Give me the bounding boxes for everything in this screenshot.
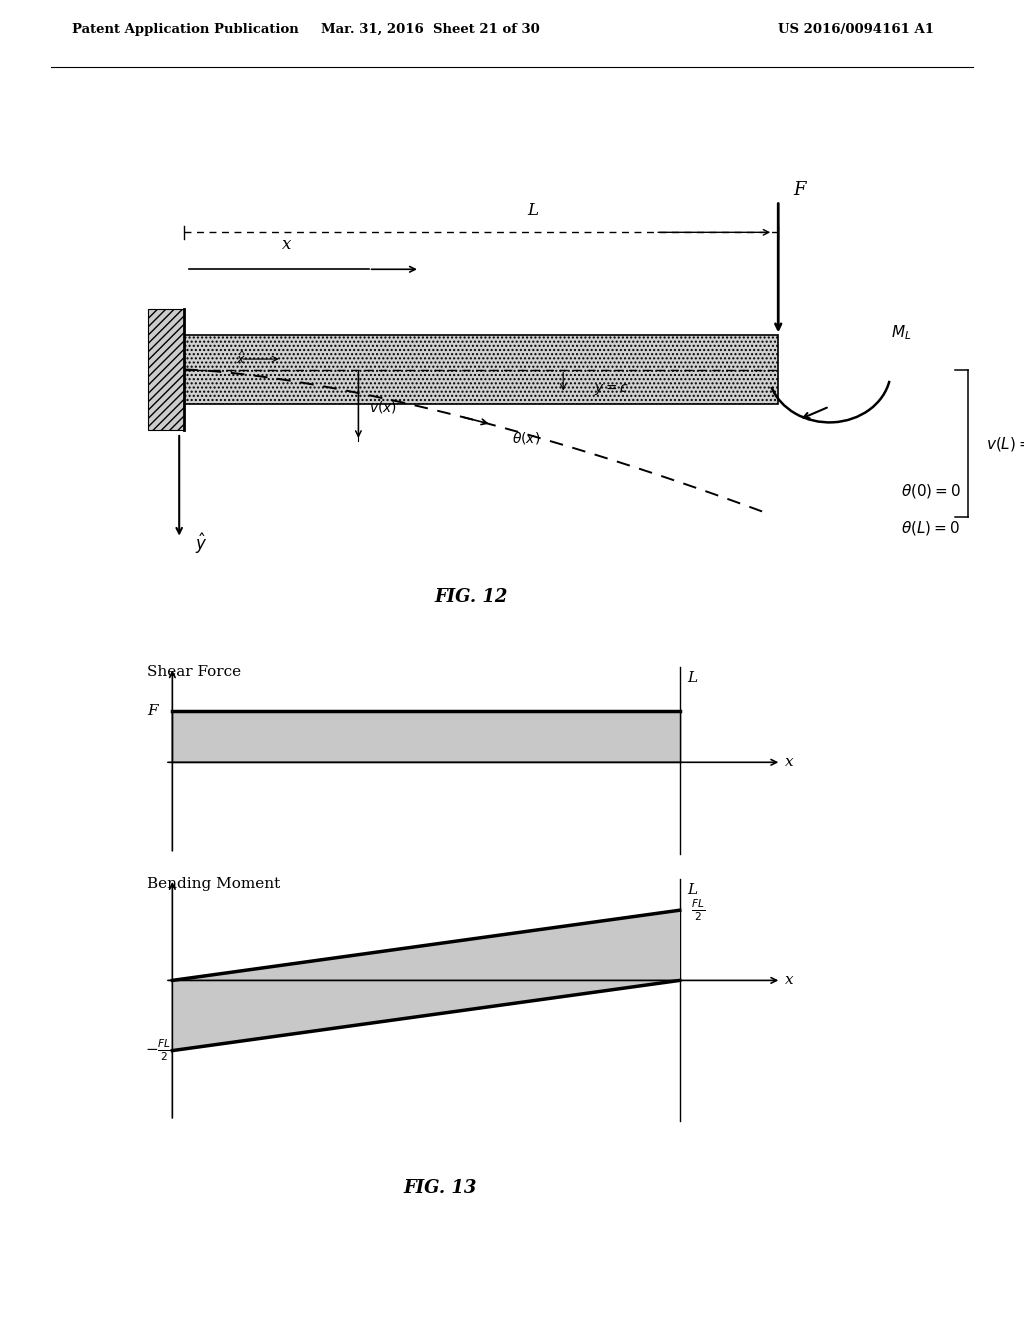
Text: F: F (147, 704, 158, 718)
Text: $\theta(x)$: $\theta(x)$ (512, 430, 541, 446)
Bar (184, 335, 778, 404)
Text: $\frac{FL}{2}$: $\frac{FL}{2}$ (690, 898, 705, 923)
Text: Mar. 31, 2016  Sheet 21 of 30: Mar. 31, 2016 Sheet 21 of 30 (321, 22, 540, 36)
Polygon shape (172, 711, 680, 762)
Text: FIG. 12: FIG. 12 (434, 587, 508, 606)
Text: $M_L$: $M_L$ (891, 323, 911, 342)
Text: x: x (784, 755, 794, 770)
Text: L: L (687, 883, 697, 896)
Text: x: x (282, 236, 292, 253)
Text: $-\frac{FL}{2}$: $-\frac{FL}{2}$ (144, 1038, 172, 1064)
Text: FIG. 13: FIG. 13 (403, 1179, 477, 1197)
Text: $\hat{y}$: $\hat{y}$ (195, 532, 207, 556)
Bar (148, 309, 184, 430)
Text: $v(x)$: $v(x)$ (369, 399, 396, 414)
Text: $\theta(0) = 0$: $\theta(0) = 0$ (901, 482, 962, 500)
Text: L: L (527, 202, 538, 219)
Polygon shape (172, 911, 680, 1051)
Text: Bending Moment: Bending Moment (147, 876, 281, 891)
Text: $y = c$: $y = c$ (594, 383, 629, 397)
Text: $v(L) = \delta$: $v(L) = \delta$ (986, 434, 1024, 453)
Text: L: L (687, 671, 697, 685)
Text: Patent Application Publication: Patent Application Publication (72, 22, 298, 36)
Text: US 2016/0094161 A1: US 2016/0094161 A1 (778, 22, 934, 36)
Text: x: x (784, 973, 794, 987)
Text: F: F (794, 181, 806, 199)
Text: $\theta(L) = 0$: $\theta(L) = 0$ (901, 519, 961, 537)
Text: Shear Force: Shear Force (147, 665, 241, 680)
Text: $\hat{x}$: $\hat{x}$ (236, 351, 246, 367)
